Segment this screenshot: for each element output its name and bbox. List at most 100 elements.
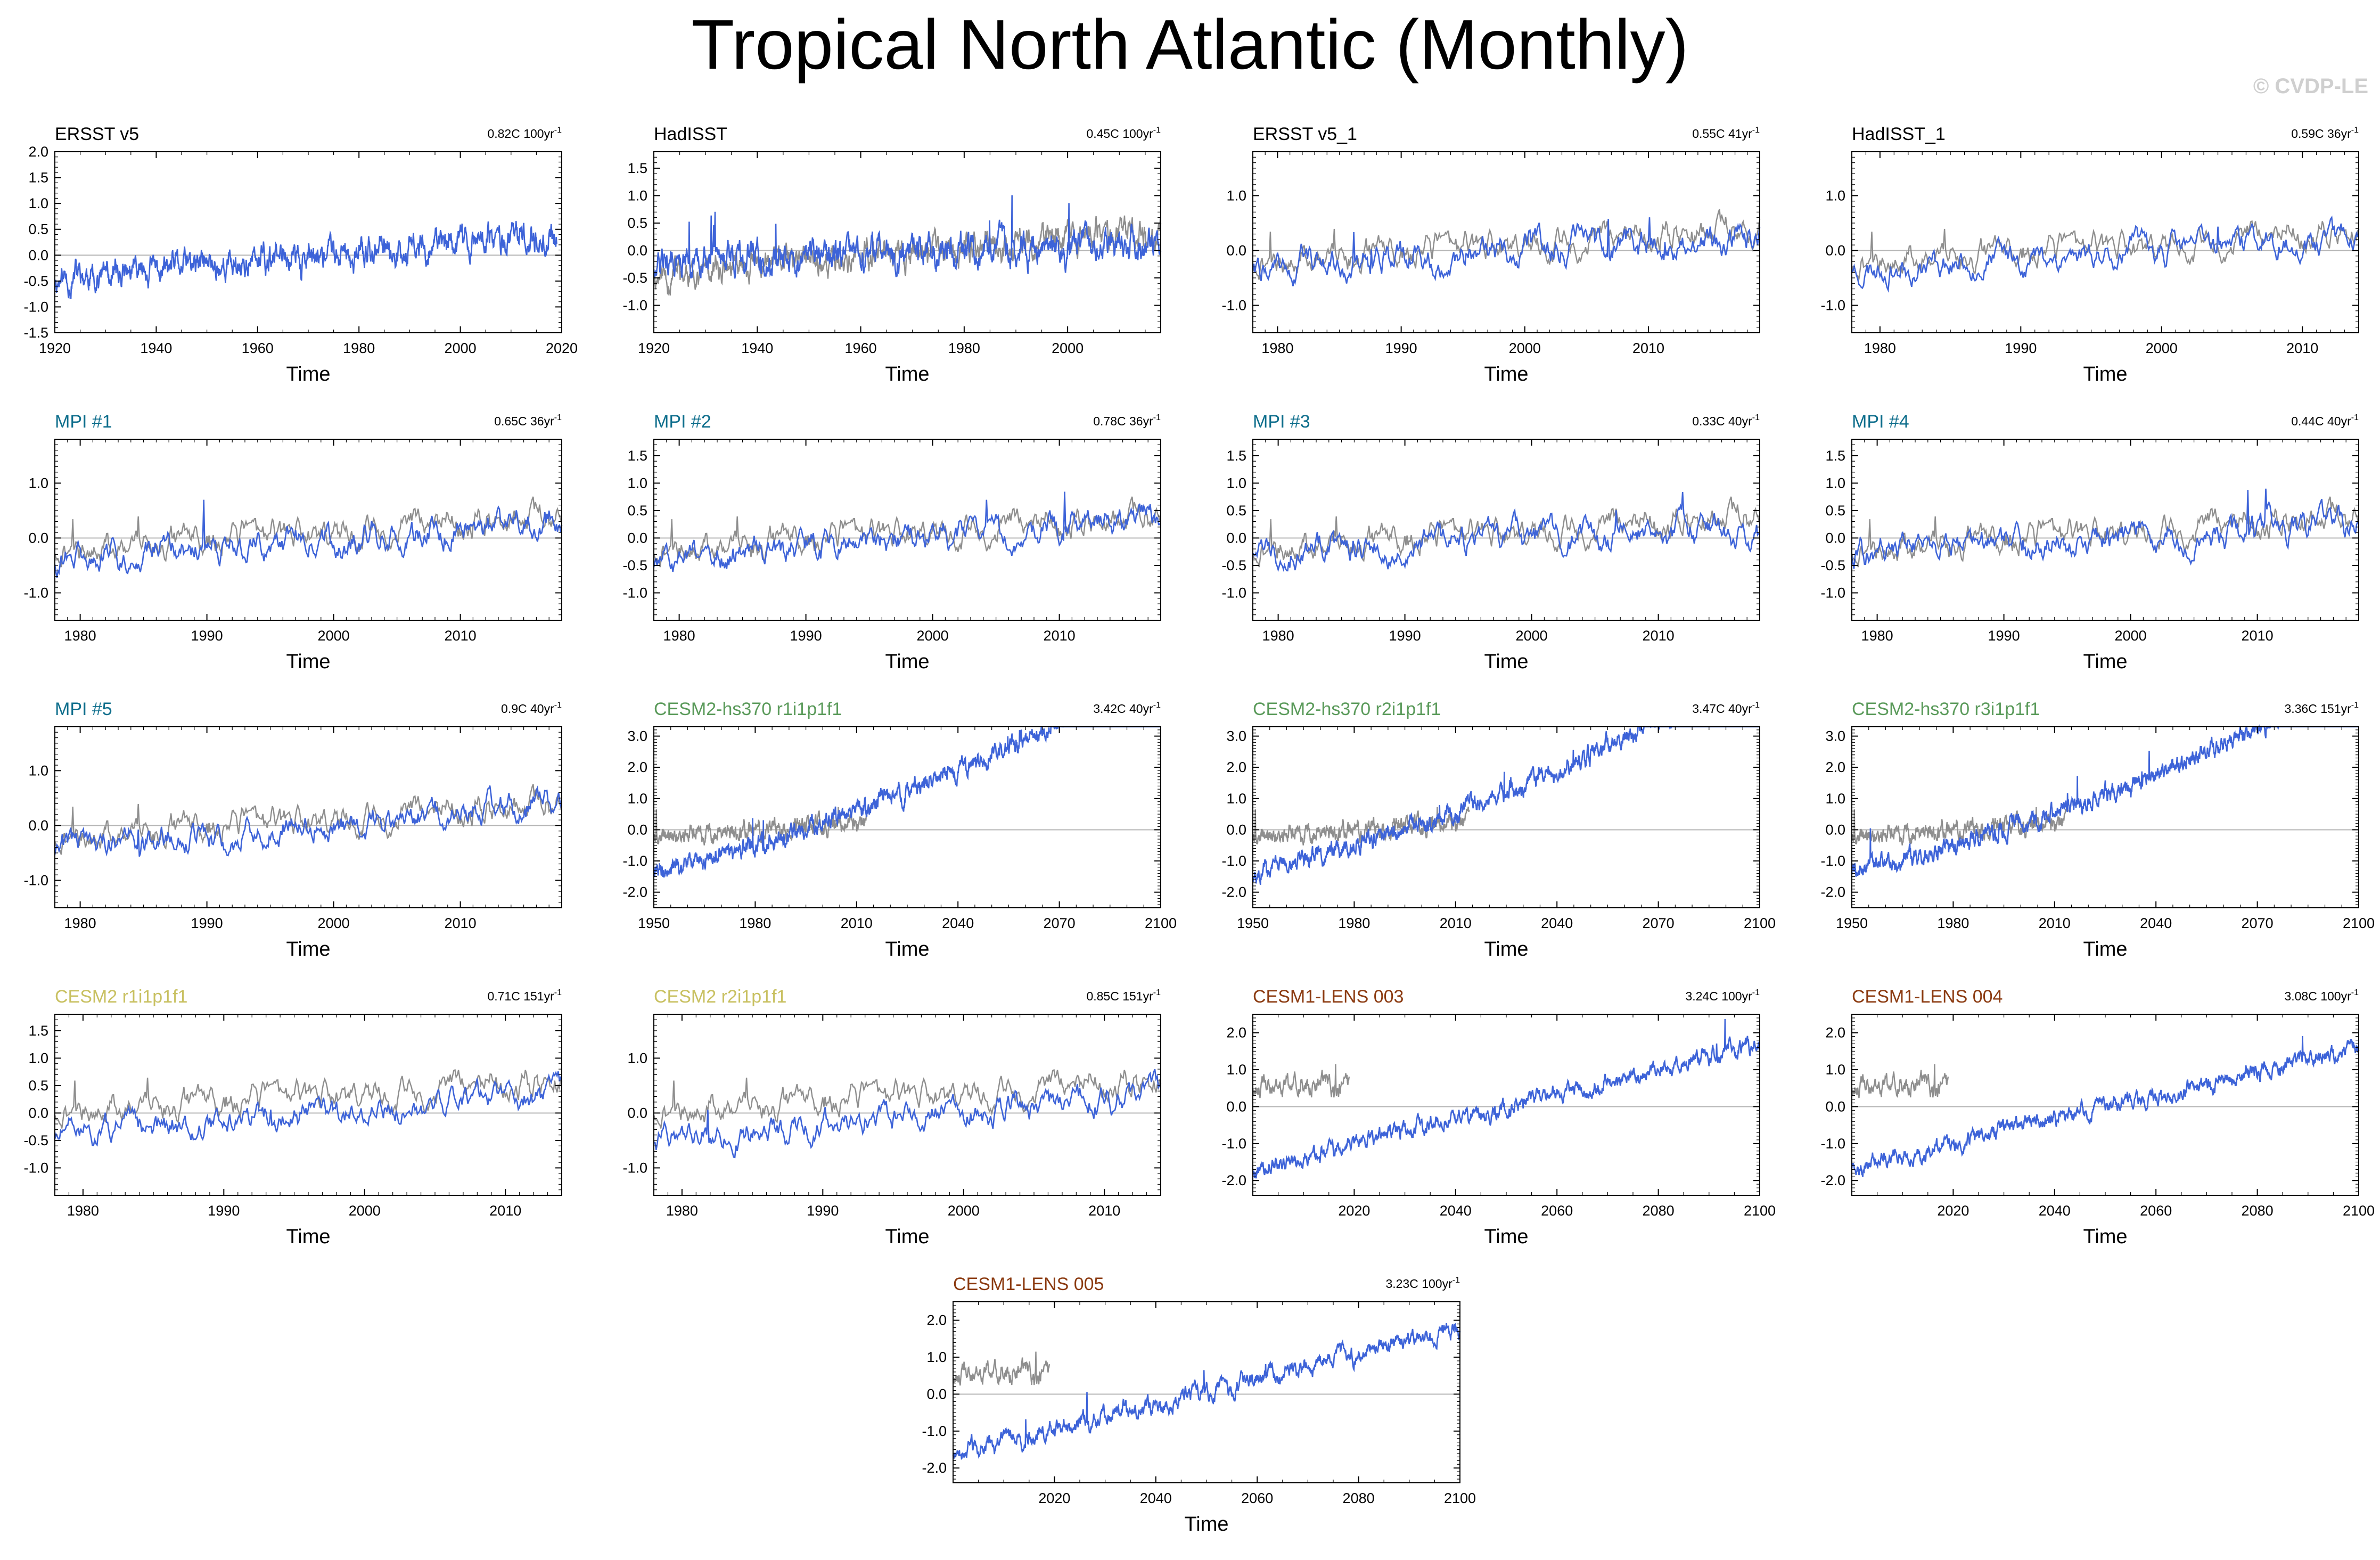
trend-exponent: -1 <box>1752 701 1760 710</box>
trend-value: 3.42C 40yr <box>1093 702 1153 716</box>
y-tick-label: 1.0 <box>1226 475 1246 491</box>
x-tick-label: 2000 <box>445 340 477 356</box>
panel-title: CESM2 r2i1p1f1 <box>654 987 786 1007</box>
observed-series-line <box>1851 496 2360 568</box>
panel-title: MPI #1 <box>55 412 112 432</box>
model-series-line <box>1252 217 1761 286</box>
panel-title: HadISST <box>654 124 727 144</box>
trend-label: 0.55C 41yr-1 <box>1692 126 1760 141</box>
chart-panel: -1.0 0.0 1.0 1980 1990 2000 2010 MPI #1 0.65C 36… <box>23 412 563 673</box>
y-tick-label: 1.5 <box>28 170 48 186</box>
x-axis-label: Time <box>885 363 929 385</box>
y-tick-label: 0.5 <box>1226 503 1246 519</box>
x-tick-label: 2080 <box>2242 1203 2274 1219</box>
trend-exponent: -1 <box>2351 413 2359 422</box>
panel-title: HadISST_1 <box>1852 124 1946 144</box>
y-tick-label: 0.0 <box>28 247 48 263</box>
plot-frame <box>1851 726 2359 908</box>
observed-series-line <box>1252 806 1470 845</box>
x-tick-label: 2010 <box>2286 340 2318 356</box>
y-tick-label: 1.5 <box>28 1023 48 1039</box>
plot-frame <box>1252 726 1760 908</box>
y-tick-label: 0.5 <box>627 215 647 231</box>
x-tick-label: 1990 <box>1988 628 2020 644</box>
x-axis-label: Time <box>885 938 929 960</box>
x-axis-label: Time <box>885 651 929 673</box>
x-tick-label: 2040 <box>2140 915 2172 931</box>
y-tick-label: -1.0 <box>1221 585 1246 601</box>
y-tick-label: -1.0 <box>23 872 48 888</box>
trend-value: 0.82C 100yr <box>487 127 554 141</box>
y-tick-label: -1.0 <box>1221 853 1246 869</box>
x-axis-label: Time <box>2083 1226 2127 1248</box>
model-series-line <box>1851 488 2359 569</box>
y-tick-label: 1.0 <box>627 791 647 807</box>
y-tick-label: -2.0 <box>1820 1172 1845 1188</box>
x-tick-label: 2010 <box>445 915 477 931</box>
trend-exponent: -1 <box>2351 701 2359 710</box>
x-tick-label: 2070 <box>1044 915 1076 931</box>
y-tick-label: 0.0 <box>1825 822 1845 838</box>
plot-frame <box>1252 151 1760 333</box>
x-axis-label: Time <box>1484 1226 1528 1248</box>
x-tick-label: 2020 <box>1038 1490 1070 1506</box>
x-tick-label: 1990 <box>1389 628 1421 644</box>
x-tick-label: 2060 <box>2140 1203 2172 1219</box>
y-tick-label: 3.0 <box>1825 728 1845 744</box>
x-tick-label: 2060 <box>1541 1203 1573 1219</box>
x-tick-label: 2010 <box>1044 628 1076 644</box>
model-series-line <box>653 1069 1162 1159</box>
observed-series-line <box>54 496 563 568</box>
x-tick-label: 2040 <box>2039 1203 2071 1219</box>
y-tick-label: -0.5 <box>23 1132 48 1148</box>
x-tick-label: 1980 <box>1262 628 1294 644</box>
trend-exponent: -1 <box>1452 1276 1460 1285</box>
chart-panel: -2.0 -1.0 0.0 1.0 2.0 2020 2040 2060 2080 2100 CES… <box>1820 987 2375 1248</box>
y-tick-label: -2.0 <box>1221 1172 1246 1188</box>
y-tick-label: 0.0 <box>1825 530 1845 546</box>
trend-exponent: -1 <box>554 126 562 135</box>
y-tick-label: -2.0 <box>922 1460 947 1476</box>
x-tick-label: 1980 <box>666 1203 698 1219</box>
x-tick-label: 2080 <box>1643 1203 1675 1219</box>
chart-panel: -2.0 -1.0 0.0 1.0 2.0 3.0 1950 1980 2010 2040 2070… <box>1820 699 2375 960</box>
x-tick-label: 2020 <box>546 340 578 356</box>
y-tick-label: 3.0 <box>1226 728 1246 744</box>
trend-label: 0.59C 36yr-1 <box>2291 126 2359 141</box>
x-tick-label: 2000 <box>948 1203 980 1219</box>
model-series-line <box>1851 215 2360 293</box>
y-tick-label: -2.0 <box>1221 884 1246 900</box>
observed-series-line <box>1851 220 2359 280</box>
panel-title: CESM2-hs370 r3i1p1f1 <box>1852 699 2040 719</box>
x-tick-label: 1920 <box>638 340 670 356</box>
trend-exponent: -1 <box>1153 413 1161 422</box>
trend-value: 3.47C 40yr <box>1692 702 1752 716</box>
y-tick-label: 0.0 <box>627 822 647 838</box>
trend-label: 0.45C 100yr-1 <box>1086 126 1161 141</box>
x-tick-label: 2000 <box>1516 628 1548 644</box>
observed-series-line <box>54 784 563 855</box>
x-tick-label: 2100 <box>2343 1203 2375 1219</box>
x-tick-label: 2010 <box>1440 915 1472 931</box>
trend-label: 3.47C 40yr-1 <box>1692 701 1760 716</box>
panel-title: CESM2-hs370 r1i1p1f1 <box>654 699 842 719</box>
x-tick-label: 1990 <box>1385 340 1417 356</box>
plot-frame <box>1252 1014 1760 1196</box>
trend-value: 0.55C 41yr <box>1692 127 1752 141</box>
x-tick-label: 1980 <box>1937 915 1969 931</box>
panel-title: CESM1-LENS 004 <box>1852 987 2003 1007</box>
panel-title: CESM2 r1i1p1f1 <box>55 987 187 1007</box>
y-tick-label: 1.0 <box>1825 791 1845 807</box>
x-axis-label: Time <box>885 1226 929 1248</box>
x-tick-label: 1980 <box>1261 340 1293 356</box>
y-tick-label: 1.0 <box>1825 187 1845 203</box>
chart-panel: -1.0 -0.5 0.0 0.5 1.0 1.5 1980 1990 2000 2010 MPI … <box>622 412 1162 673</box>
panel-title: MPI #3 <box>1253 412 1310 432</box>
y-tick-label: -1.0 <box>622 585 647 601</box>
x-tick-label: 2000 <box>1052 340 1084 356</box>
y-tick-label: -1.0 <box>1221 297 1246 313</box>
y-tick-label: 1.0 <box>627 475 647 491</box>
x-tick-label: 2010 <box>2242 628 2274 644</box>
trend-value: 0.45C 100yr <box>1086 127 1153 141</box>
panel-title: CESM1-LENS 003 <box>1253 987 1404 1007</box>
